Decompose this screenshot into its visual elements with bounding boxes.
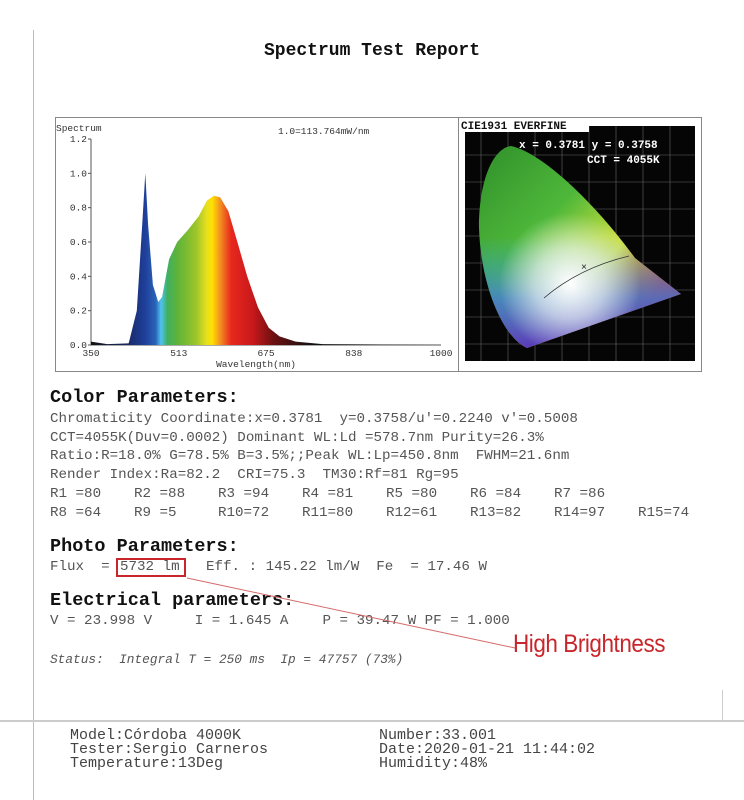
- ratio-line: Ratio:R=18.0% G=78.5% B=3.5%;;Peak WL:Lp…: [50, 448, 570, 464]
- chromaticity-line: Chromaticity Coordinate:x=0.3781 y=0.375…: [50, 411, 578, 427]
- electrical-line: V = 23.998 V I = 1.645 A P = 39.47 W PF …: [50, 613, 510, 629]
- spectrum-area: [91, 173, 441, 345]
- footer-tester: Tester:Sergio Carneros: [70, 741, 269, 758]
- footer-divider: [0, 720, 744, 722]
- render-index-value: R7 =86: [554, 486, 606, 502]
- y-tick-label: 0.2: [70, 306, 87, 317]
- footer-model: Model:Córdoba 4000K: [70, 727, 242, 744]
- cie-coords: x = 0.3781 y = 0.3758: [519, 140, 658, 152]
- render-index-value: R15=74: [638, 505, 690, 521]
- render-index-value: R8 =64: [50, 505, 102, 521]
- render-index-value: R3 =94: [218, 486, 270, 502]
- cie-svg: × CIE1931 EVERFINE x = 0.3781 y = 0.3758…: [459, 118, 695, 361]
- x-tick-label: 838: [345, 348, 362, 359]
- chart-title: Spectrum: [56, 123, 102, 134]
- x-tick-label: 675: [257, 348, 274, 359]
- y-tick-label: 0.8: [70, 203, 87, 214]
- cie-diagram: × CIE1931 EVERFINE x = 0.3781 y = 0.3758…: [458, 117, 702, 372]
- render-index-value: R1 =80: [50, 486, 102, 502]
- cie-label: CIE1931 EVERFINE: [461, 121, 567, 133]
- footer-date: Date:2020-01-21 11:44:02: [379, 741, 596, 758]
- chart-annotation: 1.0=113.764mW/nm: [278, 126, 370, 137]
- y-tick-label: 0.6: [70, 237, 87, 248]
- render-index-value: R6 =84: [470, 486, 522, 502]
- render-index-value: R4 =81: [302, 486, 354, 502]
- y-tick-label: 1.2: [70, 134, 87, 145]
- color-params-heading: Color Parameters:: [50, 387, 239, 408]
- render-index-value: R2 =88: [134, 486, 186, 502]
- planckian-locus: [543, 255, 630, 299]
- y-tick-label: 0.0: [70, 340, 87, 351]
- render-index-value: R12=61: [386, 505, 438, 521]
- y-tick-label: 1.0: [70, 168, 87, 179]
- photo-params-heading: Photo Parameters:: [50, 536, 239, 557]
- render-index-value: R14=97: [554, 505, 606, 521]
- flux-value: 5732 lm: [120, 559, 180, 575]
- report-title: Spectrum Test Report: [263, 41, 481, 61]
- high-brightness-annotation: High Brightness: [513, 630, 666, 658]
- footer-humidity: Humidity:48%: [379, 755, 488, 772]
- page-border-right: [722, 690, 723, 720]
- spectrum-chart: Spectrum 1.0=113.764mW/nm Wavelength(nm)…: [55, 117, 460, 372]
- efficiency-line: Eff. : 145.22 lm/W Fe = 17.46 W: [206, 559, 487, 575]
- render-index-line: Render Index:Ra=82.2 CRI=75.3 TM30:Rf=81…: [50, 467, 459, 483]
- spectrum-svg: Spectrum 1.0=113.764mW/nm Wavelength(nm)…: [56, 123, 453, 370]
- electrical-heading: Electrical parameters:: [50, 590, 295, 611]
- flux-highlight-box: [116, 558, 186, 577]
- footer-temperature: Temperature:13Deg: [70, 755, 224, 772]
- render-index-value: R9 =5: [134, 505, 177, 521]
- page-border-left: [33, 30, 34, 800]
- render-index-value: R13=82: [470, 505, 522, 521]
- render-index-value: R5 =80: [386, 486, 438, 502]
- cct-line: CCT=4055K(Duv=0.0002) Dominant WL:Ld =57…: [50, 430, 544, 446]
- x-tick-label: 513: [170, 348, 187, 359]
- y-tick-label: 0.4: [70, 271, 87, 282]
- x-axis-label: Wavelength(nm): [216, 359, 296, 370]
- status-line: Status: Integral T = 250 ms Ip = 47757 (…: [50, 652, 404, 667]
- x-tick-label: 1000: [430, 348, 453, 359]
- render-index-value: R10=72: [218, 505, 270, 521]
- cie-marker: ×: [581, 263, 587, 274]
- flux-label: Flux =: [50, 559, 110, 575]
- x-tick-label: 350: [82, 348, 99, 359]
- cie-cct: CCT = 4055K: [587, 155, 660, 167]
- render-index-value: R11=80: [302, 505, 354, 521]
- footer-number: Number:33.001: [379, 727, 497, 744]
